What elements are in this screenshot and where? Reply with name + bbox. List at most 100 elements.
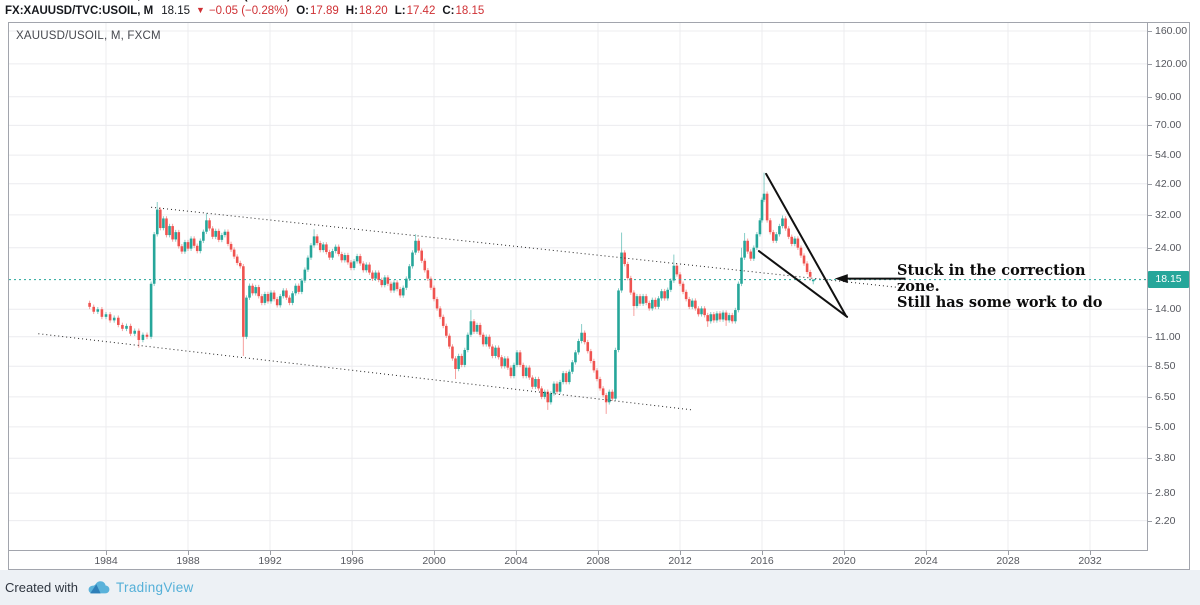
chart-widget: XAUUSD/USOIL, M, FXCM 18.15 160.00 120.00… — [8, 22, 1190, 570]
time-tick-label: 1992 — [258, 555, 282, 567]
price-scale[interactable]: 18.15 160.00 120.00 90.00 70.00 54.00 42.00 32… — [1148, 23, 1190, 551]
candle — [644, 296, 648, 303]
candle — [282, 290, 285, 297]
candle — [211, 228, 214, 237]
candle — [531, 377, 534, 387]
candle — [635, 296, 639, 307]
candle — [684, 291, 688, 300]
candle — [441, 316, 445, 326]
candle — [88, 302, 91, 307]
candle — [162, 218, 165, 229]
candle — [269, 292, 273, 302]
price-tick-label: 42.00 — [1155, 177, 1182, 190]
header-segment: ▼ — [196, 0, 207, 2]
candle — [589, 351, 593, 361]
candle — [629, 278, 633, 293]
candle — [778, 226, 781, 235]
candle — [762, 193, 766, 200]
candle — [398, 289, 402, 296]
candle — [555, 383, 559, 392]
candle — [159, 209, 162, 229]
candle — [349, 262, 353, 268]
candle — [355, 256, 359, 262]
candle — [604, 395, 608, 403]
candle — [466, 334, 470, 350]
candle — [718, 313, 722, 320]
candle — [361, 263, 365, 271]
attribution-footer: Created with TradingView — [0, 570, 1200, 605]
header-segment: C: — [445, 0, 457, 2]
candle — [802, 255, 806, 264]
candle — [506, 358, 510, 368]
candle — [672, 265, 676, 281]
candle — [414, 240, 417, 253]
candle — [472, 321, 476, 332]
time-tick-label: 2032 — [1078, 555, 1102, 567]
candle — [104, 314, 108, 317]
candle — [337, 246, 340, 255]
candle — [408, 266, 411, 279]
candle — [346, 255, 350, 263]
header-segment: ▼ — [196, 5, 205, 15]
candle — [546, 391, 550, 403]
candle — [411, 252, 414, 267]
candle — [174, 232, 177, 240]
time-scale[interactable]: 1984 1988 1992 1996 2000 2004 2008 2012 2016 2020… — [9, 551, 1148, 570]
time-tick-label: 1984 — [94, 555, 118, 567]
tradingview-link[interactable]: TradingView — [88, 580, 194, 595]
candle — [272, 292, 276, 300]
candle — [561, 373, 565, 383]
time-tick-mark — [352, 551, 353, 555]
candle — [755, 234, 759, 248]
price-tick-label: 3.80 — [1155, 452, 1176, 465]
candle — [328, 252, 331, 258]
candle — [765, 193, 769, 221]
candle — [595, 370, 599, 380]
candle — [242, 266, 245, 337]
header-segment: −0.05 (−0.28%) — [211, 0, 290, 2]
candle — [368, 264, 371, 273]
candle — [217, 230, 221, 240]
candle — [760, 199, 764, 221]
candle — [534, 379, 537, 387]
candle — [100, 309, 104, 317]
candle — [306, 257, 310, 270]
price-tick-label: 70.00 — [1155, 119, 1182, 132]
candle — [793, 238, 797, 244]
candle — [607, 391, 611, 403]
candle — [715, 313, 719, 321]
candle — [438, 308, 442, 317]
header-segment: 18.15 — [455, 5, 485, 17]
price-tick-mark — [1148, 96, 1152, 98]
candle — [251, 285, 254, 294]
candle — [771, 232, 775, 241]
candle — [426, 270, 430, 279]
header-segment: 18.15 — [161, 5, 191, 17]
candle — [457, 355, 460, 369]
time-tick-label: 1988 — [176, 555, 200, 567]
candle — [245, 297, 248, 337]
candle — [721, 312, 725, 320]
candle — [171, 226, 174, 240]
price-tick-mark — [1148, 426, 1152, 428]
candle — [734, 310, 737, 322]
candle — [703, 308, 706, 316]
time-tick-mark — [106, 551, 107, 555]
candle — [614, 349, 617, 399]
candle — [654, 299, 657, 307]
header-segment: 18.15 — [161, 0, 190, 2]
candle — [737, 283, 740, 311]
candle — [432, 287, 436, 300]
clipped-text: FX:XAUUSD/TVC:USOIL, M 18.15 ▼ −0.05 (−0.28… — [5, 0, 625, 2]
plot-area[interactable]: XAUUSD/USOIL, M, FXCM — [9, 23, 1148, 551]
candle — [435, 299, 439, 309]
candle — [334, 246, 337, 252]
candle — [315, 236, 319, 244]
candle — [746, 240, 749, 252]
candle — [632, 292, 636, 307]
candle — [580, 332, 583, 342]
candle — [291, 293, 294, 303]
candle — [697, 308, 700, 315]
time-tick-label: 2012 — [668, 555, 692, 567]
annotation-line: Still has some work to do — [897, 294, 1103, 311]
